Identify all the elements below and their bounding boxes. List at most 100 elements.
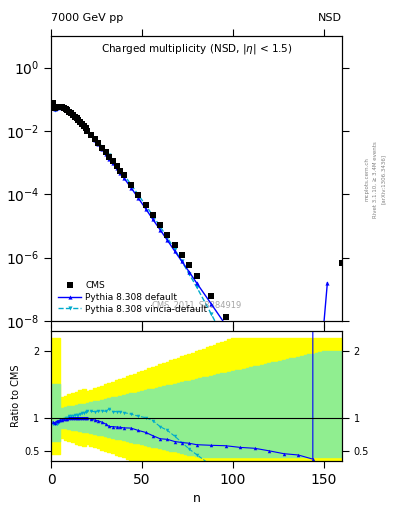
Pythia 8.308 default (67, 109, 72, 115)
Pythia 8.308 vincia-default (61, 105, 66, 111)
Pythia 8.308 vincia-default (252, 400, 257, 407)
Pythia 8.308 default (69, 110, 73, 116)
Pythia 8.308 vincia-default (54, 105, 59, 112)
CMS (194, 272, 199, 279)
Pythia 8.308 vincia-default (80, 120, 84, 126)
Pythia 8.308 vincia-default (58, 104, 62, 111)
CMS (136, 192, 141, 198)
Pythia 8.308 vincia-default (238, 369, 242, 375)
Pythia 8.308 vincia-default (129, 182, 134, 188)
CMS (52, 105, 57, 111)
CMS (223, 314, 228, 321)
Pythia 8.308 vincia-default (136, 192, 141, 198)
CMS (85, 128, 90, 134)
Pythia 8.308 vincia-default (56, 105, 61, 111)
CMS (58, 103, 62, 110)
Text: Rivet 3.1.10, ≥ 3.4M events: Rivet 3.1.10, ≥ 3.4M events (373, 141, 378, 218)
CMS (100, 145, 105, 151)
CMS (67, 109, 72, 115)
Pythia 8.308 vincia-default (96, 139, 101, 145)
CMS (80, 121, 84, 127)
Pythia 8.308 default (209, 301, 213, 307)
CMS (114, 163, 119, 169)
CMS (76, 117, 81, 123)
Pythia 8.308 default (63, 106, 68, 112)
CMS (51, 100, 55, 106)
Pythia 8.308 vincia-default (76, 116, 81, 122)
Text: mcplots.cern.ch: mcplots.cern.ch (365, 157, 370, 201)
Pythia 8.308 default (80, 121, 84, 127)
Pythia 8.308 default (81, 123, 86, 130)
CMS (281, 396, 286, 402)
Pythia 8.308 vincia-default (158, 224, 163, 230)
CMS (151, 212, 155, 218)
Pythia 8.308 vincia-default (74, 115, 79, 121)
Pythia 8.308 vincia-default (83, 124, 88, 131)
Pythia 8.308 default (281, 407, 286, 413)
CMS (92, 136, 97, 142)
Pythia 8.308 default (107, 156, 112, 162)
CMS (238, 335, 242, 341)
Y-axis label: Ratio to CMS: Ratio to CMS (11, 365, 21, 428)
CMS (129, 182, 134, 188)
Pythia 8.308 default (78, 119, 83, 125)
Pythia 8.308 default (92, 137, 97, 143)
CMS (71, 112, 75, 118)
CMS (165, 232, 170, 238)
Pythia 8.308 vincia-default (52, 106, 57, 113)
Text: CMS_2011_S8884919: CMS_2011_S8884919 (151, 301, 242, 309)
Pythia 8.308 default (110, 160, 115, 166)
Pythia 8.308 vincia-default (51, 101, 55, 108)
Pythia 8.308 vincia-default (92, 135, 97, 141)
Pythia 8.308 vincia-default (143, 202, 148, 208)
Text: 7000 GeV pp: 7000 GeV pp (51, 13, 123, 23)
Pythia 8.308 default (267, 385, 272, 391)
Pythia 8.308 default (187, 269, 192, 275)
Pythia 8.308 vincia-default (173, 246, 177, 252)
Pythia 8.308 default (96, 141, 101, 147)
Pythia 8.308 vincia-default (151, 212, 155, 219)
Pythia 8.308 default (121, 175, 126, 181)
Pythia 8.308 default (83, 125, 88, 132)
CMS (252, 355, 257, 361)
Pythia 8.308 vincia-default (281, 463, 286, 470)
Pythia 8.308 default (310, 449, 315, 455)
CMS (81, 123, 86, 130)
Pythia 8.308 default (165, 237, 170, 243)
CMS (72, 114, 77, 120)
Pythia 8.308 vincia-default (223, 338, 228, 345)
Pythia 8.308 default (238, 343, 242, 349)
Pythia 8.308 default (74, 115, 79, 121)
Pythia 8.308 default (118, 170, 123, 176)
Pythia 8.308 vincia-default (78, 118, 83, 124)
CMS (56, 103, 61, 110)
Pythia 8.308 vincia-default (118, 166, 123, 173)
CMS (54, 104, 59, 111)
CMS (310, 435, 315, 441)
Pythia 8.308 vincia-default (121, 172, 126, 178)
Pythia 8.308 vincia-default (67, 109, 72, 115)
CMS (103, 149, 108, 155)
Pythia 8.308 default (136, 195, 141, 201)
Pythia 8.308 vincia-default (71, 111, 75, 117)
CMS (96, 140, 101, 146)
Pythia 8.308 default (51, 101, 55, 107)
CMS (121, 173, 126, 179)
Pythia 8.308 vincia-default (110, 157, 115, 163)
Pythia 8.308 default (56, 104, 61, 111)
CMS (83, 125, 88, 132)
CMS (180, 252, 184, 258)
Pythia 8.308 vincia-default (180, 259, 184, 265)
Pythia 8.308 default (60, 104, 64, 111)
Pythia 8.308 vincia-default (72, 113, 77, 119)
Legend: CMS, Pythia 8.308 default, Pythia 8.308 vincia-default: CMS, Pythia 8.308 default, Pythia 8.308 … (55, 279, 210, 316)
Line: Pythia 8.308 default: Pythia 8.308 default (51, 102, 329, 454)
CMS (340, 261, 344, 267)
CMS (60, 104, 64, 110)
Line: Pythia 8.308 vincia-default: Pythia 8.308 vincia-default (51, 102, 286, 468)
Pythia 8.308 default (194, 280, 199, 286)
Pythia 8.308 default (143, 205, 148, 211)
Pythia 8.308 vincia-default (60, 104, 64, 111)
Pythia 8.308 default (76, 117, 81, 123)
Pythia 8.308 vincia-default (81, 122, 86, 129)
